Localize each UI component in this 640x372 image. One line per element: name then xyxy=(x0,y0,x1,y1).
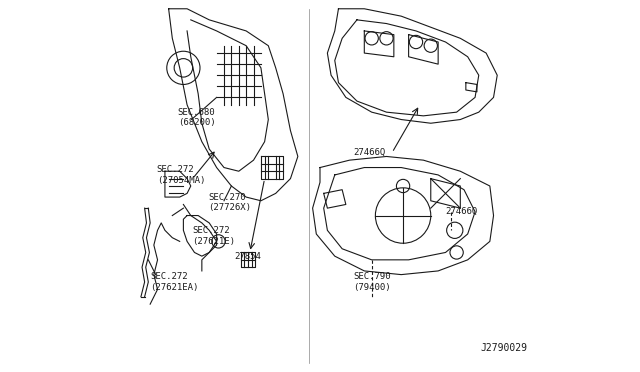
Text: SEC.272
(27621EA): SEC.272 (27621EA) xyxy=(150,272,198,292)
Text: J2790029: J2790029 xyxy=(481,343,527,353)
Text: SEC.270
(27726X): SEC.270 (27726X) xyxy=(209,193,252,212)
Text: SEC.790
(79400): SEC.790 (79400) xyxy=(353,272,391,292)
Text: SEC.272
(27054MA): SEC.272 (27054MA) xyxy=(157,165,205,185)
Text: 27854: 27854 xyxy=(234,251,261,261)
Text: SEC.272
(27621E): SEC.272 (27621E) xyxy=(193,226,236,246)
Text: 27466Q: 27466Q xyxy=(353,148,385,157)
Text: SEC.680
(68200): SEC.680 (68200) xyxy=(178,108,216,127)
Text: 27466Q: 27466Q xyxy=(445,207,478,217)
